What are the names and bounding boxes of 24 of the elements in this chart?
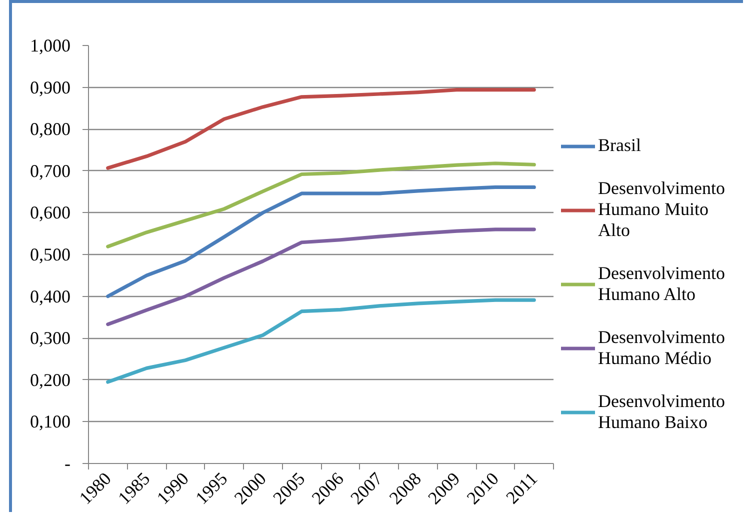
line-series <box>106 88 536 170</box>
x-tick-label: 2011 <box>502 468 542 508</box>
y-tick-label: 0,400 <box>30 286 70 306</box>
y-tick-label: 0,700 <box>30 160 70 181</box>
y-tick-label: 0,900 <box>30 77 70 98</box>
y-tick-label: 0,800 <box>30 119 70 140</box>
x-tick-label: 1990 <box>152 468 192 508</box>
y-tick-label: 0,100 <box>30 412 70 432</box>
legend-label: Desenvolvimento Humano Alto <box>598 263 725 305</box>
legend-label: Brasil <box>598 135 641 156</box>
line-series <box>106 162 536 248</box>
legend-label: Desenvolvimento Humano Médio <box>598 327 725 369</box>
y-tick-label: 1,000 <box>30 36 70 56</box>
y-tick-label: 0,600 <box>30 202 70 223</box>
legend-label: Desenvolvimento Humano Baixo <box>598 391 725 433</box>
line-series <box>106 185 536 298</box>
line-series <box>106 228 536 326</box>
y-tick-label: - <box>64 454 71 474</box>
y-tick-label: 0,200 <box>30 370 70 390</box>
y-tick-label: 0,300 <box>30 328 70 348</box>
legend-label: Desenvolvimento Humano Muito Alto <box>598 178 725 241</box>
x-tick-label: 1980 <box>75 468 115 508</box>
y-tick-label: 0,500 <box>30 244 70 264</box>
line-series <box>106 298 536 384</box>
